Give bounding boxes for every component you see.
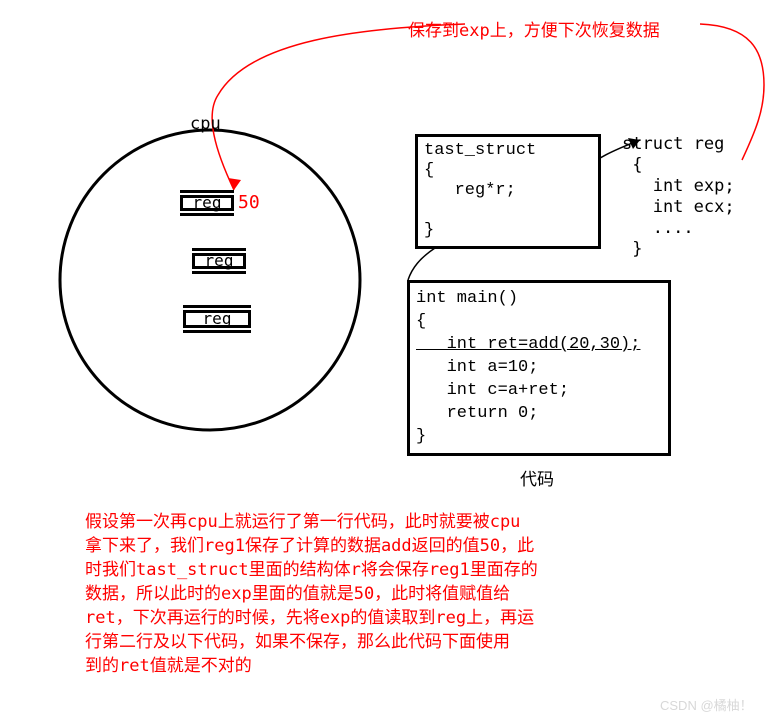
cpu-circle — [60, 130, 360, 430]
code-line: int main() — [416, 287, 662, 310]
register-label: reg — [183, 310, 251, 328]
top-note: 保存到exp上，方便下次恢复数据 — [408, 16, 660, 41]
register-2: reg — [183, 305, 251, 333]
cpu-label: cpu — [190, 114, 221, 134]
line-to-main — [408, 248, 435, 280]
register-label: reg — [180, 195, 234, 211]
code-line: return 0; — [416, 402, 662, 425]
code-line: int a=10; — [416, 356, 662, 379]
register-value: 50 — [238, 192, 260, 213]
main-caption: 代码 — [520, 465, 554, 490]
register-label: reg — [192, 253, 246, 269]
arrow-red-left-tip — [228, 178, 241, 190]
register-0: reg — [180, 190, 234, 216]
code-line: } — [416, 425, 662, 448]
tast-struct-box: tast_struct { reg*r; } — [415, 134, 601, 249]
main-code-box: int main(){ int ret=add(20,30); int a=10… — [407, 280, 671, 456]
code-line: int c=a+ret; — [416, 379, 662, 402]
code-line: int ret=add(20,30); — [416, 333, 662, 356]
code-line: { — [416, 310, 662, 333]
struct-reg-block: struct reg { int exp; int ecx; .... } — [622, 134, 735, 260]
explanation-text: 假设第一次再cpu上就运行了第一行代码，此时就要被cpu 拿下来了，我们reg1… — [85, 510, 538, 678]
watermark: CSDN @橘柚！ — [660, 695, 753, 714]
register-1: reg — [192, 248, 246, 274]
